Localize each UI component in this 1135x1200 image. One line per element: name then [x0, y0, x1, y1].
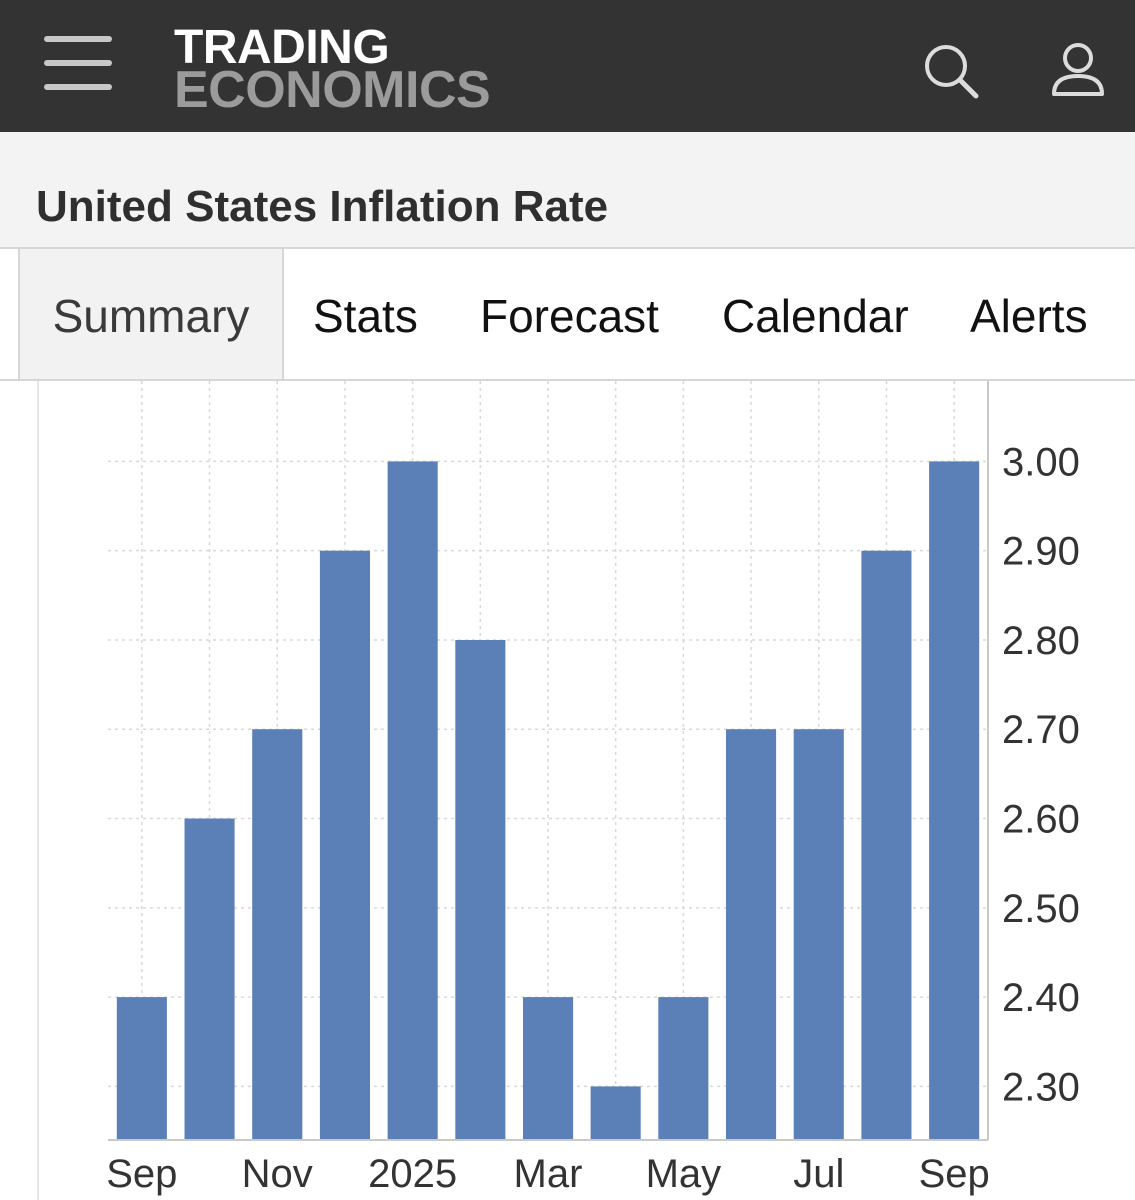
x-tick-label: Mar [514, 1152, 583, 1196]
bar [252, 729, 303, 1140]
bar [523, 997, 574, 1140]
bar [861, 550, 912, 1140]
y-tick-label: 2.90 [1002, 530, 1080, 574]
chart-svg: 3.00 2.90 2.80 2.70 2.60 2.50 2.40 2.30 Sep Nov 20… [37, 381, 1080, 1200]
bar [455, 640, 506, 1140]
bar [590, 1086, 641, 1140]
y-tick-label: 2.50 [1002, 887, 1080, 931]
y-tick-label: 2.60 [1002, 798, 1080, 842]
bar [184, 818, 235, 1140]
bar [726, 729, 777, 1140]
y-tick-label: 2.70 [1002, 708, 1080, 752]
tab-calendar[interactable]: Calendar [722, 290, 909, 342]
search-icon[interactable] [920, 40, 980, 100]
page-title-bar: United States Inflation Rate [0, 132, 1135, 249]
tab-alerts[interactable]: Alerts [970, 290, 1088, 342]
trading-economics-logo[interactable]: TRADING ECONOMICS [174, 21, 491, 119]
y-tick-label: 2.40 [1002, 976, 1080, 1020]
page-title: United States Inflation Rate [36, 182, 609, 231]
tab-summary[interactable]: Summary [18, 249, 284, 379]
bar [658, 997, 709, 1140]
bar [793, 729, 844, 1140]
inflation-bar-chart: 3.00 2.90 2.80 2.70 2.60 2.50 2.40 2.30 Sep Nov 20… [0, 381, 1135, 1200]
x-tick-label: Jul [793, 1152, 844, 1196]
x-tick-label: Nov [242, 1152, 313, 1196]
bar [319, 550, 370, 1140]
y-tick-label: 2.30 [1002, 1065, 1080, 1109]
logo-text-economics: ECONOMICS [174, 61, 491, 119]
tab-bar: Summary Stats Forecast Calendar Alerts [0, 249, 1135, 381]
x-tick-label: May [646, 1152, 722, 1196]
x-tick-label: 2025 [368, 1152, 457, 1196]
user-icon[interactable] [1048, 40, 1108, 100]
hamburger-menu-icon[interactable] [40, 34, 116, 94]
bar [929, 461, 980, 1140]
y-tick-label: 3.00 [1002, 440, 1080, 484]
bar [387, 461, 438, 1140]
logo-text-trading: TRADING [174, 21, 390, 74]
tab-stats[interactable]: Stats [313, 290, 418, 342]
y-tick-label: 2.80 [1002, 619, 1080, 663]
x-tick-label: Sep [919, 1152, 990, 1196]
tab-forecast[interactable]: Forecast [480, 290, 659, 342]
top-navigation-bar: TRADING ECONOMICS [0, 0, 1135, 132]
bar [116, 997, 167, 1140]
x-tick-label: Sep [106, 1152, 177, 1196]
